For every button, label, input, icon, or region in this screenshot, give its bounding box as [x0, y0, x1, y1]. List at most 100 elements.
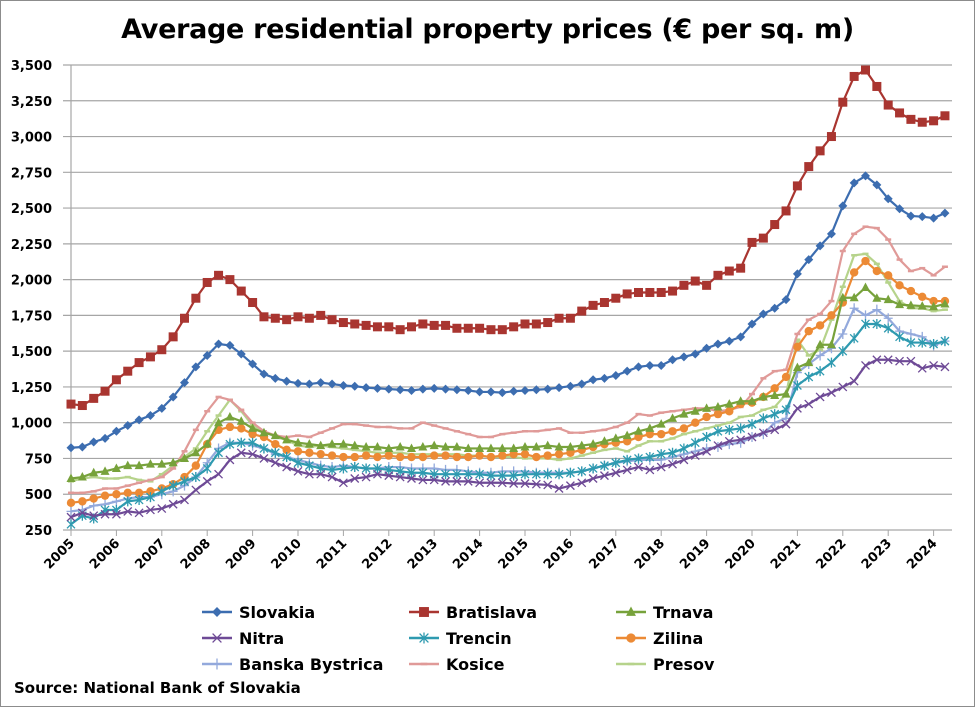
data-point: [645, 429, 655, 439]
data-point: [429, 475, 439, 485]
data-point: [146, 487, 155, 496]
data-point: [202, 277, 212, 287]
data-point: [792, 362, 802, 372]
data-point: [940, 111, 950, 121]
data-point: [543, 318, 553, 328]
data-point: [679, 280, 689, 290]
data-point: [645, 465, 655, 475]
x-tick-label: 2008: [178, 536, 214, 572]
y-tick-label: 2,750: [11, 166, 52, 181]
data-point: [497, 325, 507, 335]
data-point: [463, 476, 473, 486]
line-chart: 250 500 750 1,000 1,250 1,500 1,750 2,000 2,250 2…: [11, 59, 952, 572]
data-point: [429, 320, 439, 330]
data-point: [293, 437, 303, 447]
data-point: [157, 504, 167, 513]
data-point: [872, 81, 882, 91]
data-point: [826, 229, 836, 239]
data-point: [304, 313, 314, 323]
x-tick-label: 2022: [813, 536, 849, 572]
data-point: [89, 494, 98, 503]
data-point: [282, 376, 292, 386]
data-point: [906, 300, 916, 309]
data-point: [293, 466, 303, 476]
data-point: [361, 383, 371, 393]
data-point: [679, 443, 689, 454]
data-point: [554, 469, 564, 480]
data-point: [134, 508, 144, 518]
data-point: [191, 447, 201, 457]
data-point: [861, 361, 870, 370]
data-point: [736, 423, 746, 434]
series-banska-bystrica: [66, 303, 950, 517]
data-point: [77, 508, 87, 518]
data-point: [599, 471, 609, 481]
data-point: [191, 472, 201, 483]
y-tick-label: 750: [25, 452, 52, 467]
data-point: [656, 462, 666, 472]
data-point: [123, 506, 133, 516]
data-point: [248, 298, 258, 308]
data-point: [940, 362, 950, 372]
data-point: [713, 339, 723, 349]
data-point: [509, 443, 519, 452]
data-point: [407, 452, 416, 462]
data-point: [497, 478, 507, 488]
y-tick-label: 3,000: [11, 131, 52, 146]
data-point: [611, 457, 621, 468]
data-point: [543, 480, 553, 490]
data-point: [214, 339, 224, 349]
data-point: [566, 448, 575, 457]
data-point: [634, 287, 643, 297]
data-point: [66, 399, 76, 409]
data-point: [917, 301, 927, 310]
data-point: [532, 452, 541, 462]
data-point: [77, 401, 87, 411]
data-point: [747, 319, 757, 329]
data-point: [214, 270, 224, 280]
data-point: [804, 357, 814, 367]
data-point: [293, 447, 303, 456]
series-nitra: [66, 355, 950, 522]
data-point: [520, 469, 530, 480]
data-point: [940, 336, 950, 347]
data-point: [758, 391, 768, 401]
data-point: [509, 386, 519, 396]
data-point: [815, 366, 825, 377]
legend-swatch: [616, 633, 646, 643]
data-point: [338, 380, 348, 390]
data-point: [350, 381, 360, 391]
data-point: [338, 318, 348, 328]
data-point: [702, 432, 712, 442]
data-point: [66, 519, 76, 530]
data-point: [770, 417, 780, 428]
data-point: [419, 607, 429, 617]
data-point: [77, 442, 87, 452]
data-point: [781, 404, 791, 415]
data-point: [168, 480, 178, 491]
data-point: [872, 180, 882, 190]
legend-item-bratislava: Bratislava: [408, 602, 537, 622]
data-point: [452, 476, 462, 486]
data-point: [804, 371, 814, 382]
data-point: [758, 233, 768, 243]
data-point: [895, 281, 904, 290]
x-tick-label: 2011: [314, 536, 350, 572]
data-point: [441, 384, 451, 394]
legend-swatch: [409, 632, 439, 644]
data-point: [883, 313, 893, 324]
data-point: [463, 323, 473, 333]
data-point: [384, 471, 394, 481]
data-point: [611, 468, 621, 478]
legend-label: Zilina: [653, 628, 704, 648]
data-point: [78, 497, 87, 506]
legend-item-trnava: Trnava: [615, 602, 713, 622]
data-point: [350, 462, 360, 473]
data-point: [645, 452, 655, 463]
data-point: [429, 440, 439, 450]
data-point: [463, 443, 473, 452]
data-point: [339, 452, 348, 462]
data-point: [441, 469, 451, 480]
data-point: [66, 506, 76, 517]
data-point: [259, 443, 269, 454]
